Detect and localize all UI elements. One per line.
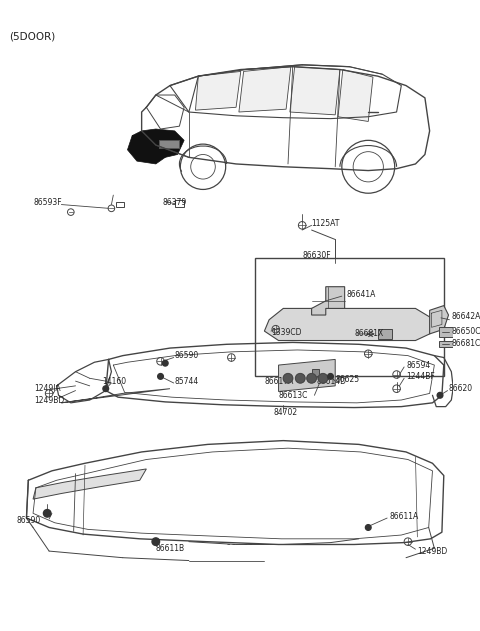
- Text: (5DOOR): (5DOOR): [10, 32, 56, 42]
- Text: 1249BD: 1249BD: [417, 546, 448, 555]
- Polygon shape: [132, 129, 184, 157]
- Circle shape: [328, 374, 333, 379]
- Text: 86620: 86620: [448, 384, 473, 393]
- Text: 85744: 85744: [175, 377, 199, 386]
- Circle shape: [162, 360, 168, 366]
- Text: 1244BF: 1244BF: [406, 372, 435, 381]
- Circle shape: [318, 374, 328, 383]
- Text: 86611A: 86611A: [389, 512, 418, 521]
- Bar: [255, 258, 444, 377]
- Polygon shape: [338, 69, 373, 121]
- Text: 86641A: 86641A: [347, 290, 376, 298]
- Text: 1339CD: 1339CD: [271, 329, 301, 338]
- Circle shape: [307, 374, 316, 383]
- Text: 86630F: 86630F: [302, 251, 331, 260]
- Bar: [175, 200, 184, 208]
- Text: 84702: 84702: [274, 408, 298, 417]
- Text: 86681X: 86681X: [354, 329, 384, 338]
- Circle shape: [437, 392, 443, 398]
- Polygon shape: [33, 469, 146, 499]
- Text: 86681C: 86681C: [451, 339, 480, 348]
- Text: 1125AT: 1125AT: [312, 219, 340, 228]
- Circle shape: [283, 374, 293, 383]
- Circle shape: [152, 538, 159, 545]
- Text: 86590: 86590: [17, 516, 41, 526]
- Polygon shape: [312, 286, 345, 315]
- Bar: [439, 341, 456, 347]
- Text: 86379: 86379: [163, 198, 187, 207]
- Bar: [116, 202, 124, 208]
- Bar: [378, 329, 392, 339]
- Polygon shape: [61, 389, 170, 403]
- Text: 86642A: 86642A: [451, 312, 480, 321]
- Bar: [312, 369, 319, 377]
- Polygon shape: [290, 67, 340, 115]
- Polygon shape: [239, 67, 291, 112]
- Circle shape: [158, 374, 163, 379]
- Text: 86617A: 86617A: [264, 377, 294, 386]
- Text: 1249BD: 1249BD: [34, 396, 64, 404]
- Text: 86611B: 86611B: [156, 544, 185, 553]
- Text: 86593F: 86593F: [34, 198, 62, 207]
- Bar: [158, 140, 180, 148]
- Polygon shape: [430, 305, 448, 334]
- Circle shape: [103, 386, 108, 391]
- Circle shape: [43, 510, 51, 517]
- Text: 14160: 14160: [102, 377, 126, 386]
- Polygon shape: [264, 309, 434, 341]
- Circle shape: [365, 524, 371, 530]
- Text: 86650C: 86650C: [451, 327, 480, 336]
- Text: 86590: 86590: [175, 351, 199, 360]
- Polygon shape: [195, 71, 241, 110]
- Text: 1249JA: 1249JA: [34, 384, 60, 393]
- Text: 86613C: 86613C: [278, 391, 308, 400]
- Polygon shape: [278, 360, 335, 391]
- Circle shape: [296, 374, 305, 383]
- Text: 86614D: 86614D: [316, 377, 347, 386]
- Bar: [439, 327, 456, 337]
- Text: 86625: 86625: [335, 375, 360, 384]
- Text: 86594: 86594: [406, 360, 430, 370]
- Polygon shape: [128, 136, 165, 164]
